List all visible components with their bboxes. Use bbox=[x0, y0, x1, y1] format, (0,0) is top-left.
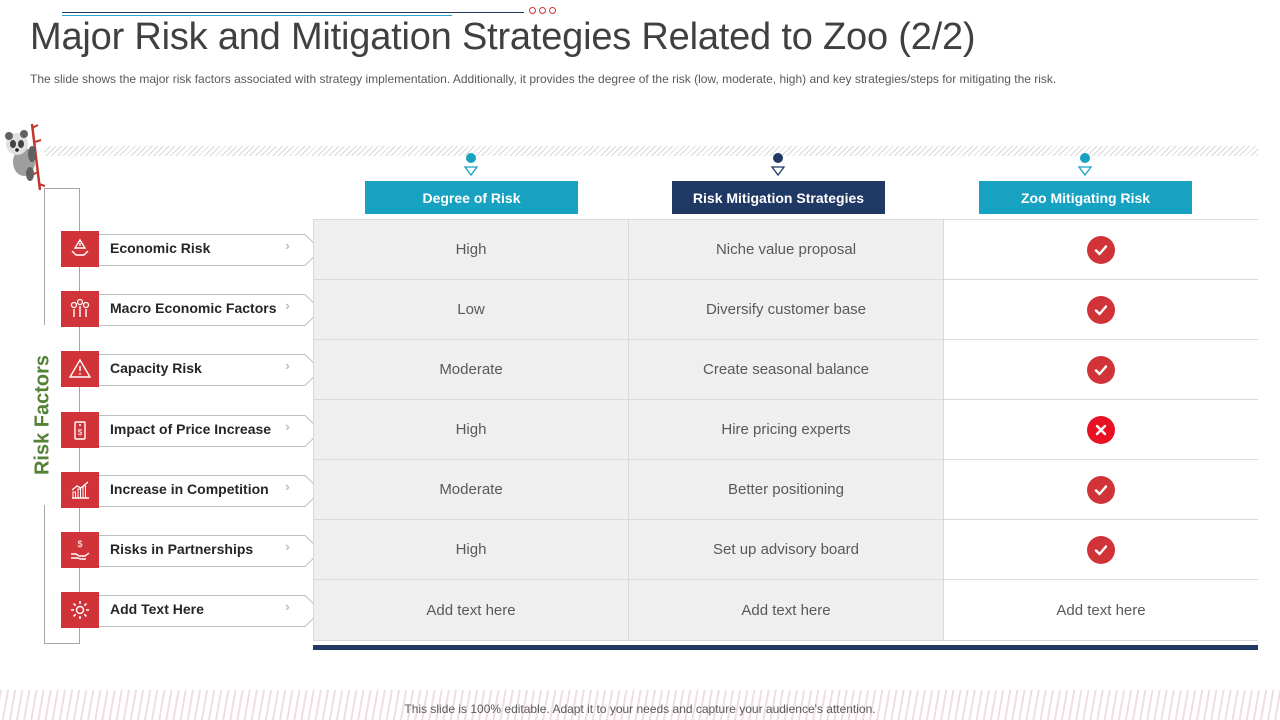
cross-icon bbox=[1087, 415, 1115, 444]
chevrons-icon: ››› bbox=[285, 539, 290, 554]
panda-icon bbox=[5, 123, 46, 191]
chevrons-icon: ››› bbox=[285, 238, 290, 253]
header-dots bbox=[529, 7, 556, 14]
warning-triangle-icon bbox=[61, 351, 99, 387]
svg-text:$: $ bbox=[77, 539, 82, 549]
pin-marker-icon bbox=[463, 153, 479, 177]
header-rule bbox=[62, 12, 524, 13]
status-cell bbox=[944, 520, 1258, 580]
risk-factor-item: Capacity Risk ››› bbox=[61, 351, 322, 387]
column-header: Risk Mitigation Strategies bbox=[672, 181, 885, 214]
grass-decoration bbox=[0, 690, 1280, 720]
factor-label: Add Text Here bbox=[110, 601, 204, 617]
status-cell bbox=[944, 400, 1258, 460]
page-subtitle: The slide shows the major risk factors a… bbox=[30, 72, 1057, 86]
strategy-cell: Create seasonal balance bbox=[629, 340, 944, 400]
column-header: Degree of Risk bbox=[365, 181, 578, 214]
risk-factor-item: $ Impact of Price Increase ››› bbox=[61, 412, 322, 448]
bar-chart-icon bbox=[61, 472, 99, 508]
status-cell bbox=[944, 340, 1258, 400]
degree-cell: Add text here bbox=[314, 580, 629, 640]
chevrons-icon: ››› bbox=[285, 599, 290, 614]
status-cell bbox=[944, 460, 1258, 520]
risk-factor-item: Economic Risk ››› bbox=[61, 231, 322, 267]
hands-warning-icon bbox=[61, 231, 99, 267]
degree-cell: Moderate bbox=[314, 340, 629, 400]
chevrons-icon: ››› bbox=[285, 358, 290, 373]
status-cell: Add text here bbox=[944, 580, 1258, 640]
risk-factor-item: Increase in Competition ››› bbox=[61, 472, 322, 508]
check-icon bbox=[1087, 355, 1115, 384]
factor-label: Capacity Risk bbox=[110, 360, 202, 376]
factor-label: Risks in Partnerships bbox=[110, 541, 254, 557]
pin-marker-icon bbox=[770, 153, 786, 177]
risk-factor-item: $ Risks in Partnerships ››› bbox=[61, 532, 322, 568]
degree-cell: Low bbox=[314, 280, 629, 340]
status-cell bbox=[944, 220, 1258, 280]
status-cell bbox=[944, 280, 1258, 340]
strategy-cell: Set up advisory board bbox=[629, 520, 944, 580]
table-bottom-bar bbox=[313, 645, 1258, 650]
chevrons-icon: ››› bbox=[285, 479, 290, 494]
price-tag-icon: $ bbox=[61, 412, 99, 448]
pin-marker-icon bbox=[1077, 153, 1093, 177]
check-icon bbox=[1087, 295, 1115, 324]
check-icon bbox=[1087, 235, 1115, 264]
header-rule-accent bbox=[62, 15, 452, 16]
chevrons-icon: ››› bbox=[285, 298, 290, 313]
factor-label: Impact of Price Increase bbox=[110, 421, 272, 437]
svg-text:$: $ bbox=[78, 428, 83, 437]
hatched-divider bbox=[44, 146, 1258, 156]
strategy-cell: Niche value proposal bbox=[629, 220, 944, 280]
hand-dollar-icon: $ bbox=[61, 532, 99, 568]
degree-cell: High bbox=[314, 400, 629, 460]
strategy-cell: Add text here bbox=[629, 580, 944, 640]
factor-label: Economic Risk bbox=[110, 240, 211, 256]
gear-icon bbox=[61, 592, 99, 628]
strategy-cell: Diversify customer base bbox=[629, 280, 944, 340]
risk-factor-item: Add Text Here ››› bbox=[61, 592, 322, 628]
people-bubbles-icon bbox=[61, 291, 99, 327]
strategy-cell: Better positioning bbox=[629, 460, 944, 520]
check-icon bbox=[1087, 475, 1115, 504]
degree-cell: Moderate bbox=[314, 460, 629, 520]
column-header: Zoo Mitigating Risk bbox=[979, 181, 1192, 214]
chevrons-icon: ››› bbox=[285, 419, 290, 434]
factor-label: Macro Economic Factors bbox=[110, 300, 277, 316]
factor-label: Increase in Competition bbox=[110, 481, 269, 497]
degree-cell: High bbox=[314, 220, 629, 280]
risk-factor-item: Macro Economic Factors ››› bbox=[61, 291, 322, 327]
risk-factors-label: Risk Factors bbox=[31, 354, 54, 476]
check-icon bbox=[1087, 535, 1115, 564]
risk-table: High Niche value proposal Low Diversify cus… bbox=[313, 219, 1258, 641]
page-title: Major Risk and Mitigation Strategies Rel… bbox=[30, 16, 976, 58]
degree-cell: High bbox=[314, 520, 629, 580]
footer-note: This slide is 100% editable. Adapt it to… bbox=[404, 702, 876, 716]
strategy-cell: Hire pricing experts bbox=[629, 400, 944, 460]
